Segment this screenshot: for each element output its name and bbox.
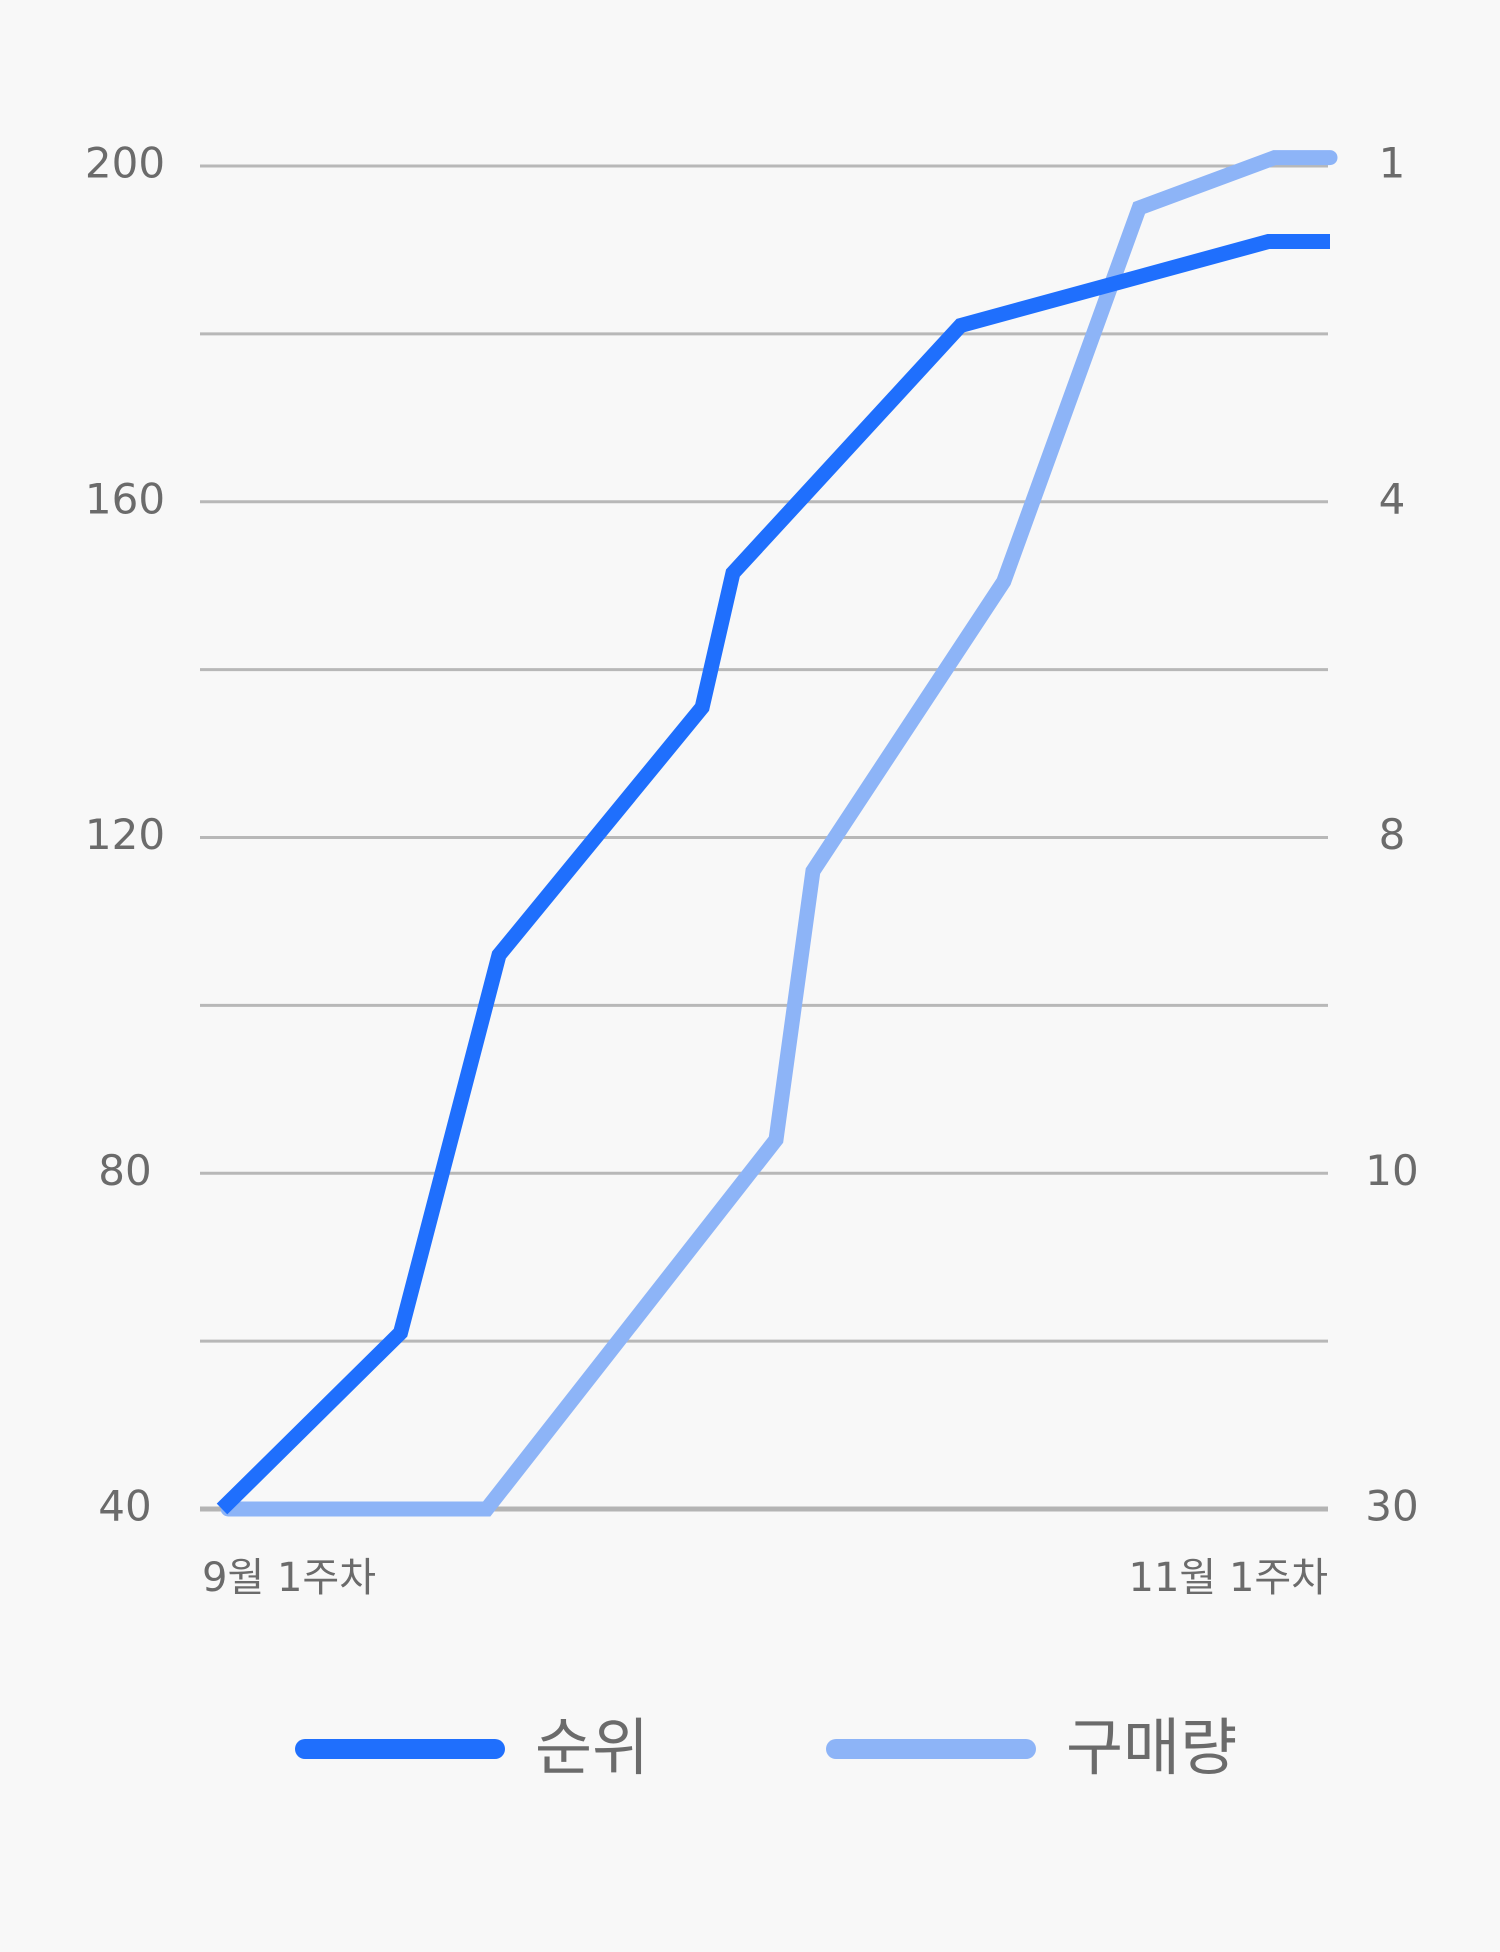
- y2-tick-label: 4: [1379, 474, 1406, 523]
- y2-tick-label: 30: [1365, 1482, 1418, 1531]
- y-tick-label: 200: [85, 139, 165, 188]
- legend-label: 순위: [535, 1711, 649, 1784]
- y2-tick-label: 1: [1379, 139, 1406, 188]
- y-tick-label: 120: [85, 810, 165, 859]
- y2-tick-label: 10: [1365, 1146, 1418, 1195]
- series-line: [220, 150, 1338, 1517]
- series-line: [216, 234, 1330, 1515]
- legend-label: 구매량: [1066, 1711, 1237, 1784]
- y-tick-label: 80: [98, 1146, 151, 1195]
- y-tick-label: 160: [85, 474, 165, 523]
- y2-tick-label: 8: [1379, 810, 1406, 859]
- x-tick-label: 9월 1주차: [202, 1555, 376, 1601]
- y-tick-label: 40: [98, 1482, 151, 1531]
- x-tick-label: 11월 1주차: [1129, 1555, 1328, 1601]
